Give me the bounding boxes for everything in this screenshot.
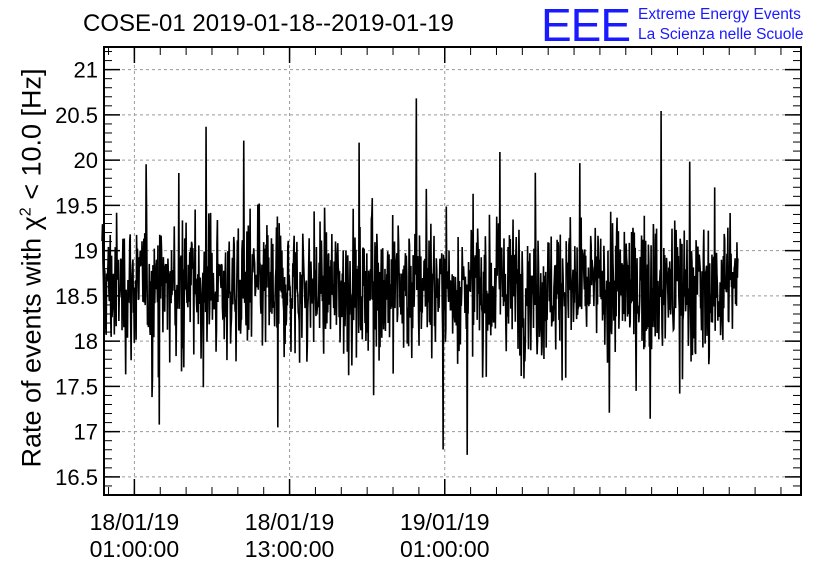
eee-logo-line1: Extreme Energy Events (638, 6, 801, 23)
y-tick-label: 17.5 (55, 374, 98, 399)
x-tick-label-time: 01:00:00 (90, 536, 180, 562)
y-tick-label: 17 (74, 420, 98, 445)
y-tick-label: 20 (74, 148, 98, 173)
y-tick-label: 18 (74, 329, 98, 354)
eee-logo-text: Extreme Energy Events La Scienza nelle S… (638, 5, 803, 45)
y-tick-label: 19 (74, 239, 98, 264)
x-tick-label-date: 19/01/19 (400, 509, 490, 535)
chart-title: COSE-01 2019-01-18--2019-01-19 (83, 10, 454, 37)
eee-logo: EEE Extreme Energy Events La Scienza nel… (541, 0, 804, 51)
y-tick-label: 21 (74, 58, 98, 83)
eee-logo-line2: La Scienza nelle Scuole (638, 26, 804, 43)
y-tick-label: 18.5 (55, 284, 98, 309)
y-axis-label: Rate of events with χ2 < 10.0 [Hz] (16, 68, 47, 468)
y-tick-label: 20.5 (55, 103, 98, 128)
y-tick-label: 16.5 (55, 465, 98, 490)
eee-logo-mark: EEE (541, 0, 631, 51)
x-tick-label-time: 01:00:00 (400, 536, 490, 562)
x-tick-label-date: 18/01/19 (245, 509, 335, 535)
y-tick-label: 19.5 (55, 193, 98, 218)
x-tick-label-date: 18/01/19 (90, 509, 180, 535)
x-tick-label-time: 13:00:00 (245, 536, 335, 562)
plot-frame (103, 46, 802, 496)
rate-series-line (101, 98, 739, 455)
